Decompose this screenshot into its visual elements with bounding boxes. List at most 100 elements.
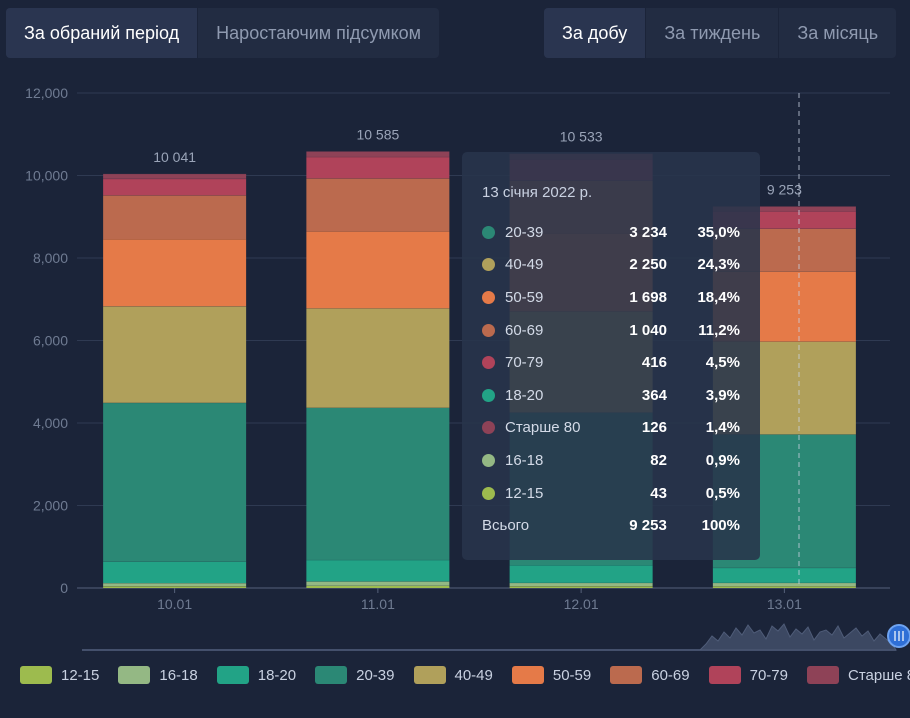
tooltip-series-name: 50-59 [505, 288, 544, 306]
legend-swatch-icon [610, 666, 643, 684]
tooltip-series-pct: 18,4% [697, 288, 740, 306]
legend-swatch-icon [807, 666, 839, 684]
bar-segment [306, 178, 450, 232]
tooltip-series-name: 12-15 [505, 484, 544, 502]
bar-segment [103, 195, 247, 240]
legend-swatch-icon [20, 666, 52, 684]
bar-segment [712, 567, 856, 583]
tooltip-row: 50-59 1 698 18,4% [482, 281, 740, 314]
tab-selected-period[interactable]: За обраний період [6, 8, 199, 58]
tooltip-series-pct: 0,9% [705, 451, 740, 469]
series-dot-icon [482, 356, 495, 370]
legend-label: 40-49 [454, 666, 493, 684]
legend-item[interactable]: 50-59 [511, 666, 592, 684]
bar-segment [509, 586, 653, 588]
tooltip-date: 13 січня 2022 р. [482, 184, 593, 201]
legend-swatch-icon [216, 666, 249, 684]
tooltip-series-value: 43 [650, 484, 667, 502]
x-tick-label: 13.01 [767, 596, 802, 612]
tab-monthly[interactable]: За місяць [797, 23, 879, 43]
chart-tooltip: 13 січня 2022 р. 20-39 3 234 35,0% 40-49 2 2… [462, 152, 760, 560]
tooltip-series-pct: 35,0% [697, 223, 740, 241]
legend-swatch-icon [118, 666, 151, 684]
bar-total-label: 9 253 [767, 181, 802, 197]
legend-swatch-icon [413, 666, 446, 684]
navigator-series [82, 623, 897, 651]
series-dot-icon [482, 258, 495, 272]
bar-segment [306, 559, 450, 582]
bar-segment [509, 565, 653, 583]
bar-segment [306, 581, 450, 586]
x-tick-label: 11.01 [361, 596, 395, 612]
series-dot-icon [482, 290, 495, 304]
tooltip-row: 16-18 82 0,9% [482, 444, 740, 477]
tooltip-series-value: 416 [641, 354, 667, 372]
tooltip-series-name: 60-69 [505, 321, 544, 339]
tooltip-row: 20-39 3 234 35,0% [482, 216, 740, 249]
bar-segment [306, 407, 450, 560]
tooltip-total-value: 9 253 [629, 517, 667, 535]
legend-item[interactable]: 16-18 [118, 666, 198, 684]
legend-item[interactable]: 12-15 [20, 666, 99, 684]
tooltip-total-pct: 100% [701, 517, 740, 535]
legend-label: 12-15 [61, 666, 100, 684]
bar-segment [306, 156, 450, 179]
tooltip-series-pct: 4,5% [705, 354, 740, 372]
tab-weekly[interactable]: За тиждень [646, 8, 780, 58]
tooltip-series-pct: 1,4% [705, 419, 740, 437]
tooltip-row: 12-15 43 0,5% [482, 477, 740, 510]
bar-total-label: 10 041 [153, 149, 196, 165]
bar-segment [306, 151, 450, 157]
legend-label: 16-18 [159, 666, 198, 684]
bar-total-label: 10 533 [560, 129, 603, 145]
y-tick-label: 10,000 [25, 168, 68, 184]
chart-legend: 12-15 16-18 18-20 20-39 40-49 50-59 60-69 70-79… [20, 666, 910, 684]
series-dot-icon [482, 486, 495, 500]
tab-cumulative[interactable]: Наростаючим підсумком [216, 23, 422, 43]
bar-segment [306, 231, 450, 309]
bar-segment [712, 586, 856, 588]
bar-total-label: 10 585 [356, 126, 399, 142]
bar-segment [103, 402, 247, 562]
legend-item[interactable]: 60-69 [610, 666, 690, 684]
tooltip-series-value: 82 [650, 451, 667, 469]
legend-item[interactable]: 40-49 [413, 666, 493, 684]
series-dot-icon [482, 421, 495, 435]
legend-label: 20-39 [356, 666, 395, 684]
bar-segment [103, 173, 247, 179]
bar-segment [509, 582, 653, 587]
tooltip-series-pct: 3,9% [705, 386, 740, 404]
legend-label: 50-59 [552, 666, 592, 684]
legend-label: 60-69 [651, 666, 690, 684]
bar-segment [103, 239, 247, 307]
tooltip-series-pct: 24,3% [697, 256, 740, 274]
tooltip-series-name: 70-79 [505, 354, 544, 372]
legend-item[interactable]: 20-39 [315, 666, 395, 684]
legend-item[interactable]: 70-79 [708, 666, 788, 684]
tooltip-row: 40-49 2 250 24,3% [482, 249, 740, 282]
y-tick-label: 6,000 [33, 333, 68, 349]
legend-item[interactable]: 18-20 [216, 666, 296, 684]
bar-segment [306, 308, 450, 408]
tooltip-series-name: Старше 80 [505, 419, 581, 437]
tooltip-series-value: 1 040 [629, 321, 667, 339]
y-tick-label: 4,000 [33, 415, 68, 431]
tooltip-series-value: 364 [641, 386, 667, 404]
legend-label: 70-79 [749, 666, 788, 684]
bar-segment [103, 586, 247, 588]
legend-label: Старше 80 [848, 666, 910, 684]
bar-segment [712, 206, 856, 212]
legend-swatch-icon [511, 666, 544, 684]
tab-daily[interactable]: За добу [544, 8, 647, 58]
tooltip-series-name: 18-20 [505, 386, 544, 404]
y-tick-label: 2,000 [33, 498, 68, 514]
tooltip-series-name: 40-49 [505, 256, 544, 274]
legend-item[interactable]: Старше 80 [807, 666, 910, 684]
stacked-bar-chart: 0 2,000 4,000 6,000 8,000 10,000 12,000 10 041 1… [25, 85, 910, 651]
bar-segment [306, 585, 450, 588]
series-dot-icon [482, 323, 495, 337]
bar-segment [103, 178, 247, 196]
y-tick-label: 8,000 [33, 250, 68, 266]
y-tick-label: 12,000 [25, 85, 68, 101]
tooltip-total-label: Всього [482, 517, 530, 535]
